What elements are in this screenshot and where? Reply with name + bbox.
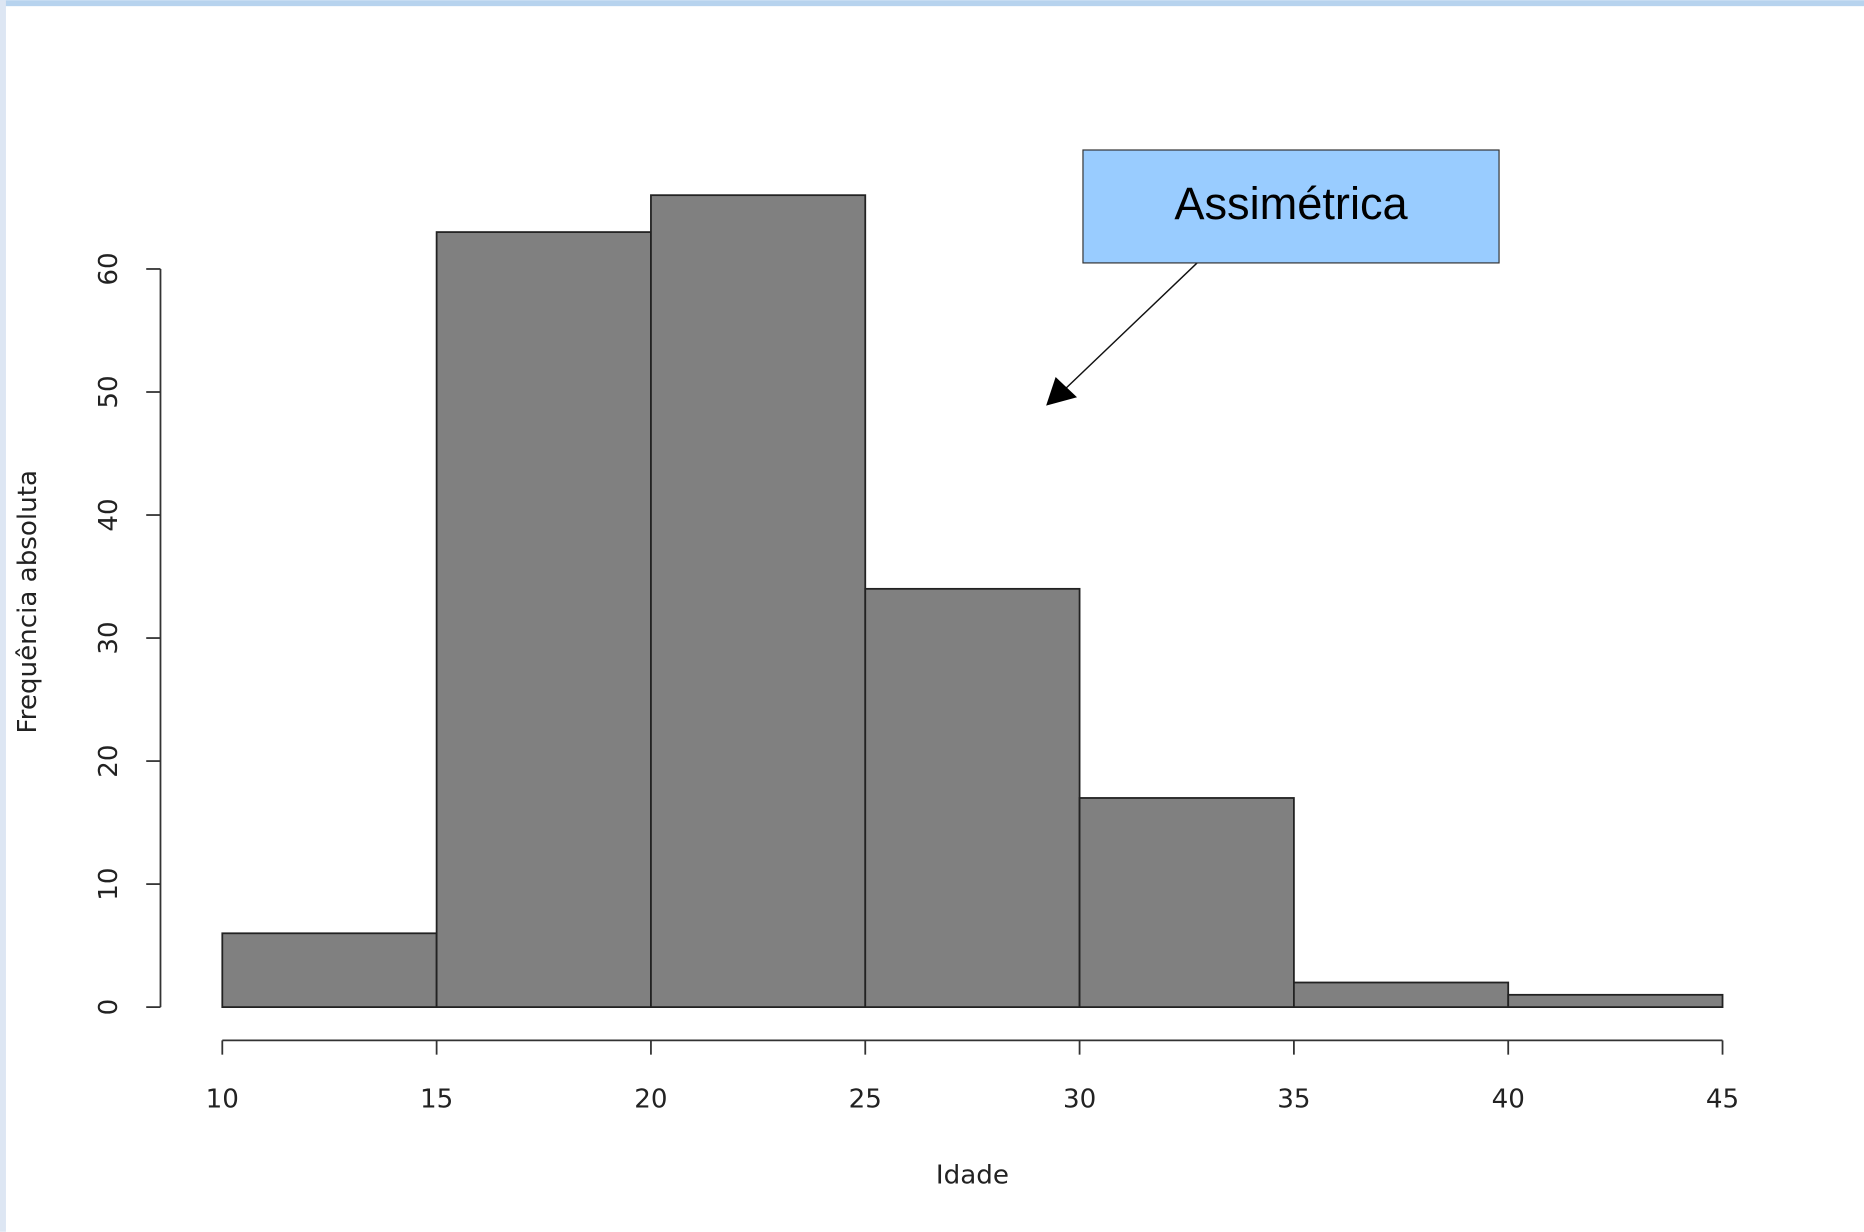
y-tick-label: 30 xyxy=(94,621,124,654)
bar xyxy=(221,932,438,1008)
arrow-head xyxy=(1046,377,1078,406)
top-border xyxy=(0,0,1864,7)
x-tick-label: 10 xyxy=(206,1084,239,1114)
bar xyxy=(1507,993,1724,1008)
x-tick-label: 30 xyxy=(1063,1084,1096,1114)
bar xyxy=(435,231,652,1008)
y-axis-label: Frequência absoluta xyxy=(13,470,43,733)
x-tick-label: 45 xyxy=(1706,1084,1739,1114)
bar xyxy=(864,587,1081,1008)
bar xyxy=(1293,981,1510,1008)
x-tick-label: 25 xyxy=(849,1084,882,1114)
annotation-text: Assimétrica xyxy=(1174,178,1408,229)
y-tick-label: 40 xyxy=(94,498,124,531)
bar xyxy=(1078,797,1295,1008)
x-axis-label: Idade xyxy=(936,1160,1009,1190)
y-tick-label: 0 xyxy=(94,999,124,1016)
x-tick-label: 15 xyxy=(420,1084,453,1114)
x-tick-label: 40 xyxy=(1492,1084,1525,1114)
bar xyxy=(650,194,867,1008)
y-tick-label: 60 xyxy=(94,252,124,285)
x-tick-label: 20 xyxy=(634,1084,667,1114)
annotation-arrow xyxy=(1063,262,1198,391)
annotation-box xyxy=(1082,149,1500,264)
y-tick-label: 10 xyxy=(94,867,124,900)
y-tick-label: 20 xyxy=(94,744,124,777)
x-tick-label: 35 xyxy=(1277,1084,1310,1114)
y-tick-label: 50 xyxy=(94,375,124,408)
left-border xyxy=(0,0,6,1232)
